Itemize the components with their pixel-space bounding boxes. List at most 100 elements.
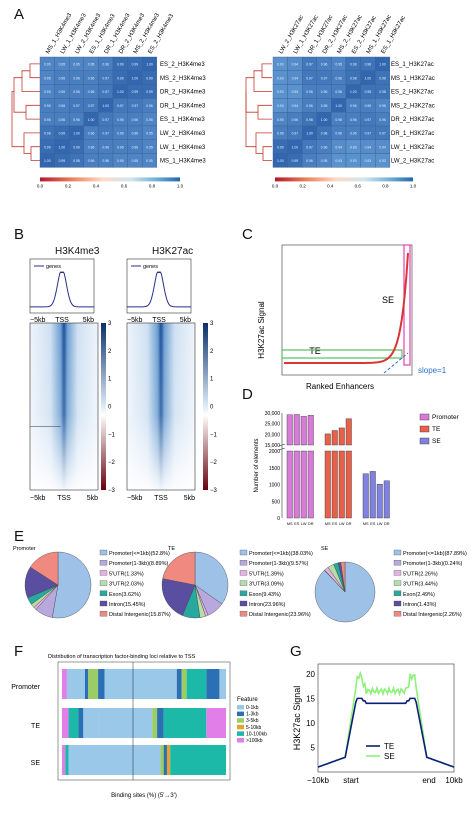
pie-legend-swatch (393, 590, 402, 596)
heatmap-cell-value: 0.99 (146, 90, 153, 94)
heatmap-cell-value: 0.99 (59, 159, 66, 163)
d-bar (362, 473, 369, 519)
pie-legend-label: 3'UTR(2.03%) (109, 582, 144, 588)
g-legend-label: TE (384, 742, 394, 751)
heatmap-x-tick: −5kb (127, 495, 142, 502)
f-feature-label: 1-3kb (246, 712, 259, 718)
pie-legend-label: Exon(2.49%) (403, 592, 435, 598)
dendrogram-branch (245, 91, 256, 148)
heatmap-cell-value: 0.95 (379, 104, 386, 108)
dendrogram-branch (255, 132, 272, 155)
pie-legend-swatch (239, 590, 248, 596)
heatmap-cell-value: 0.96 (350, 118, 357, 122)
heatmap-cell-value: 0.98 (365, 90, 372, 94)
f-segment (104, 669, 177, 699)
panel-label-e: E (14, 528, 25, 545)
enhancer-signal-curve (284, 252, 409, 364)
f-segment (65, 745, 69, 775)
colorbar-tick: 1 (108, 377, 112, 383)
d-bar-lower (324, 450, 331, 519)
heatmap-cell-value: 0.98 (365, 63, 372, 67)
heatmap-cell-value: 1.00 (321, 118, 328, 122)
signal-heatmap-fade (30, 323, 98, 490)
pie-legend-label: 5'UTR(2.26%) (403, 571, 438, 577)
d-bar-lower (300, 450, 307, 519)
heatmap-cell-value: 0.96 (88, 159, 95, 163)
heatmap-cell-value: 0.96 (117, 145, 124, 149)
heatmap-cell-value: 0.97 (102, 76, 109, 80)
dendrogram-branch (21, 70, 40, 92)
pie-legend-swatch (393, 560, 402, 566)
heatmap-cell-value: 0.96 (59, 90, 66, 94)
g-y-tick: 20 (306, 670, 315, 679)
pie-title: Promoter (13, 546, 36, 552)
pie-slice (161, 578, 196, 616)
heatmap-cell-value: 0.96 (335, 90, 342, 94)
heatmap-row-label: ES_1_H3K4me3 (160, 117, 205, 123)
dendrogram-branch (253, 70, 272, 92)
f-segment (62, 745, 66, 775)
dendrogram-branch (23, 132, 40, 155)
d-y-tick: 0 (277, 516, 280, 522)
heatmap-cell-value: 0.96 (44, 104, 51, 108)
heatmap-cell-value: 0.94 (335, 145, 342, 149)
c-se-label: SE (382, 295, 394, 305)
heatmap-cell-value: 0.96 (132, 145, 139, 149)
pie-legend-swatch (239, 611, 248, 617)
g-ylabel: H3K27ac Signal (292, 686, 302, 751)
d-y-tick: 30,000 (265, 411, 281, 417)
heatmap-cell-value: 0.94 (292, 104, 299, 108)
pie-legend-label: Intron(1.43%) (403, 602, 436, 608)
b-left-title: H3K4me3 (55, 246, 100, 257)
heatmap-cell-value: 0.96 (73, 90, 80, 94)
f-plot-frame (57, 661, 231, 781)
pie-legend-swatch (393, 600, 402, 607)
heatmap-cell-value: 1.00 (277, 159, 284, 163)
b-right-title: H3K27ac (152, 246, 194, 257)
heatmap-cell-value: 1.00 (146, 63, 153, 67)
pie-legend-label: 3'UTR(3.09%) (249, 582, 284, 588)
colorbar-tick: 3 (210, 321, 214, 327)
pie-legend-swatch (99, 549, 108, 556)
heatmap-cell-value: 0.99 (117, 76, 124, 80)
f-segment (163, 745, 167, 775)
pie-title: TE (168, 546, 175, 552)
pie-legend-label: 5'UTR(1.33%) (109, 571, 144, 577)
pie-legend-label: Promoter(<=1kb)(87.89%) (403, 551, 467, 557)
heatmap-cell-value: 0.97 (365, 132, 372, 136)
colorbar-tick: 0.6 (121, 183, 128, 188)
d-x-tick: MS (287, 522, 293, 526)
heatmap-cell-value: 0.98 (306, 118, 313, 122)
colorbar-tick: 0.0 (37, 183, 44, 188)
profile-x-tick: 5kb (83, 317, 94, 324)
colorbar-tick: −3 (210, 488, 218, 494)
f-segment (66, 669, 85, 699)
pie-legend-label: 3'UTR(3.44%) (403, 582, 438, 588)
f-segment (219, 669, 226, 699)
tss-profile-plots: genes −5kb TSS 5kb genes −5kb TSS 5kb −5kb TSS 5kb… (29, 258, 218, 502)
pie-legend-swatch (99, 600, 108, 607)
f-segment (98, 669, 105, 699)
profile-line (127, 271, 191, 308)
g-plot-frame (317, 663, 455, 773)
d-legend-swatch (419, 413, 430, 421)
f-segment (62, 669, 67, 699)
heatmap-cell-value: 0.93 (350, 159, 357, 163)
f-segment (68, 708, 79, 738)
dendrogram-branch (13, 77, 26, 113)
pie-legend-label: Promoter(1-3kb)(8.89%) (109, 561, 168, 567)
heatmap-cell-value: 0.96 (335, 118, 342, 122)
heatmap-cell-value: 1.00 (335, 104, 342, 108)
slope-tangent-line (383, 352, 409, 374)
profile-frame (126, 258, 192, 314)
f-feature-swatch (237, 738, 244, 743)
heatmap-cell-value: 0.98 (350, 63, 357, 67)
profile-legend-label: genes (143, 264, 158, 270)
heatmap-row-label: ES_2_H3K27ac (391, 90, 434, 96)
pie-legend-swatch (99, 590, 108, 596)
heatmap-cell-value: 0.99 (117, 63, 124, 67)
heatmap-cell-value: 0.95 (44, 76, 51, 80)
d-bar (383, 480, 390, 519)
heatmap-cell-value: 0.96 (306, 104, 313, 108)
